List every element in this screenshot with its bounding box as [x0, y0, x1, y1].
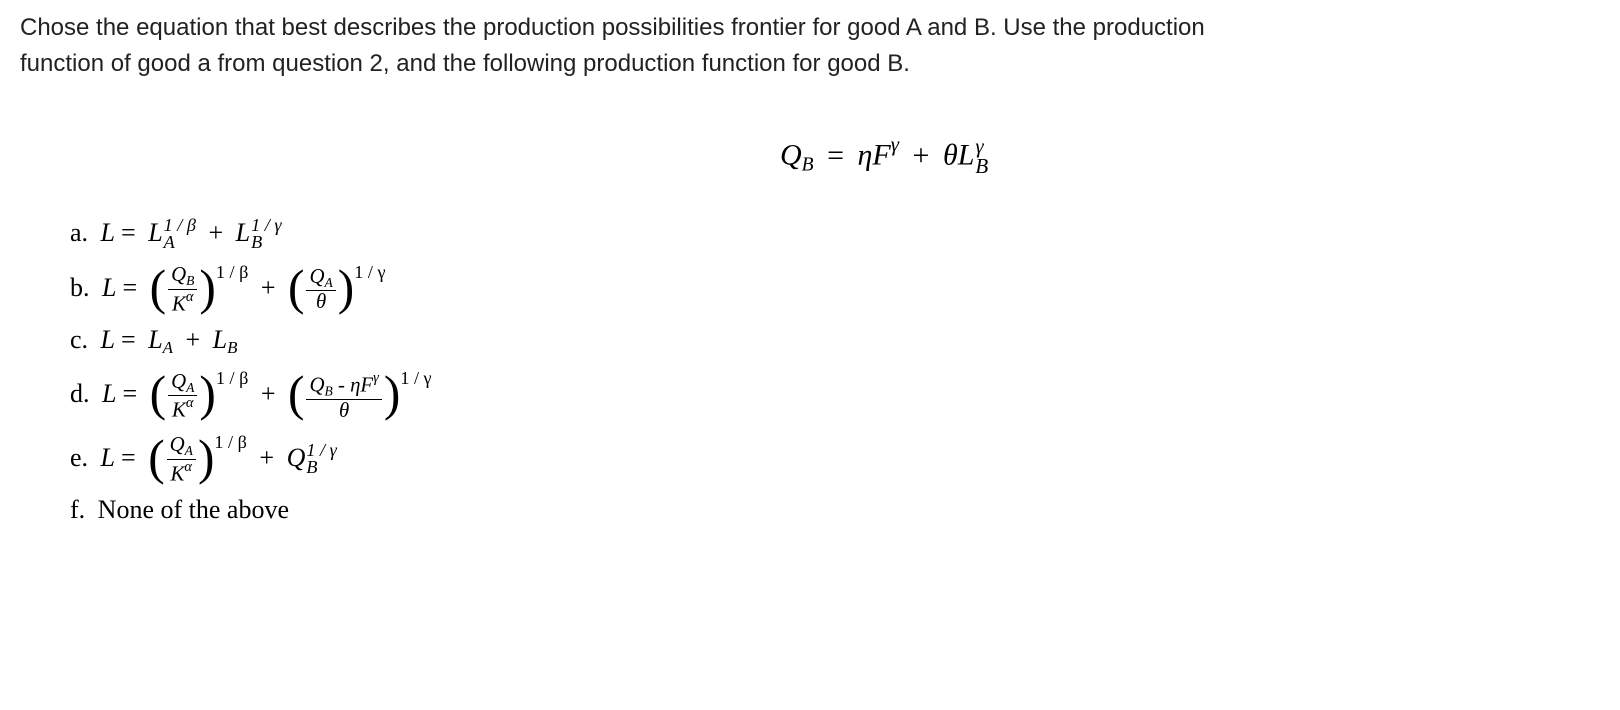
- eta: η: [858, 139, 873, 172]
- option-b[interactable]: b. L= (QBKα)1 / β + (QAθ)1 / γ: [70, 262, 1620, 315]
- qb-sub: B: [802, 154, 814, 175]
- option-d[interactable]: d. L= (QAKα)1 / β + (QB - ηFγθ)1 / γ: [70, 368, 1620, 421]
- question-line-2: function of good a from question 2, and …: [20, 50, 910, 77]
- f-var: F: [872, 139, 890, 172]
- l-var: L: [958, 139, 975, 172]
- option-a-label: a.: [70, 218, 88, 247]
- qb-var: Q: [780, 139, 802, 172]
- option-a[interactable]: a. L= L1 / βA + L1 / γB: [70, 217, 1620, 252]
- option-f-label: f.: [70, 495, 85, 524]
- option-f[interactable]: f. None of the above: [70, 495, 1620, 525]
- question-line-1: Chose the equation that best describes t…: [20, 14, 1205, 41]
- question-text: Chose the equation that best describes t…: [0, 0, 1620, 82]
- option-c[interactable]: c. L= LA + LB: [70, 325, 1620, 358]
- production-function-b: QB = ηFγ + θLγB: [0, 132, 1620, 177]
- option-f-text: None of the above: [98, 495, 289, 524]
- option-b-label: b.: [70, 273, 90, 302]
- theta: θ: [943, 139, 958, 172]
- option-c-label: c.: [70, 325, 88, 354]
- option-e-label: e.: [70, 443, 88, 472]
- f-exp: γ: [891, 132, 899, 156]
- answer-options: a. L= L1 / βA + L1 / γB b. L= (QBKα)1 / …: [0, 217, 1620, 525]
- lb-supsub: γB: [975, 137, 988, 177]
- equals-sign: =: [827, 139, 844, 172]
- option-e[interactable]: e. L= (QAKα)1 / β + Q1 / γB: [70, 432, 1620, 485]
- plus-sign: +: [913, 139, 930, 172]
- option-d-label: d.: [70, 379, 90, 408]
